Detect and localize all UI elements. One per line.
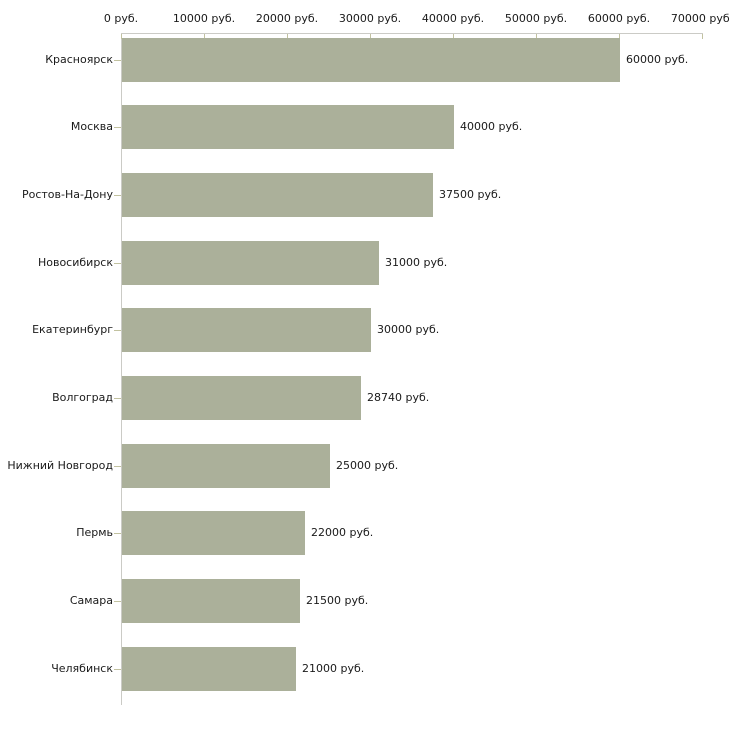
value-label: 30000 руб. (377, 323, 440, 336)
x-axis-tick-label: 70000 руб. (670, 12, 730, 25)
x-axis-tick (619, 34, 620, 39)
bar (122, 647, 296, 691)
bar (122, 444, 330, 488)
x-axis-tick (702, 34, 703, 39)
category-tick (114, 330, 121, 331)
category-tick (114, 466, 121, 467)
y-axis-line (121, 33, 122, 705)
category-label: Пермь (76, 526, 113, 539)
category-label: Москва (70, 120, 113, 133)
value-label: 22000 руб. (311, 526, 374, 539)
x-axis-tick-label: 40000 руб. (421, 12, 485, 25)
value-label: 40000 руб. (460, 120, 523, 133)
category-label: Екатеринбург (32, 323, 113, 336)
x-axis-tick (536, 34, 537, 39)
bar (122, 38, 620, 82)
category-tick (114, 398, 121, 399)
x-axis-tick-label: 0 руб. (103, 12, 139, 25)
value-label: 21000 руб. (302, 662, 365, 675)
category-tick (114, 195, 121, 196)
x-axis-tick (370, 34, 371, 39)
category-tick (114, 127, 121, 128)
category-label: Волгоград (52, 391, 113, 404)
x-axis-tick (287, 34, 288, 39)
value-label: 60000 руб. (626, 53, 689, 66)
x-axis-line (121, 33, 703, 34)
category-label: Самара (69, 594, 113, 607)
category-label: Нижний Новгород (7, 459, 113, 472)
value-label: 31000 руб. (385, 256, 448, 269)
category-tick (114, 533, 121, 534)
category-tick (114, 601, 121, 602)
bar (122, 308, 371, 352)
bar (122, 376, 361, 420)
x-axis-tick (453, 34, 454, 39)
x-axis-tick (121, 34, 122, 39)
category-tick (114, 669, 121, 670)
category-tick (114, 263, 121, 264)
x-axis-tick-label: 10000 руб. (172, 12, 236, 25)
category-tick (114, 60, 121, 61)
x-axis-tick-label: 60000 руб. (587, 12, 651, 25)
category-label: Новосибирск (37, 256, 113, 269)
value-label: 21500 руб. (306, 594, 369, 607)
bar (122, 511, 305, 555)
x-axis-tick-label: 50000 руб. (504, 12, 568, 25)
bar (122, 579, 300, 623)
bar (122, 105, 454, 149)
category-label: Челябинск (51, 662, 113, 675)
bar (122, 173, 433, 217)
value-label: 25000 руб. (336, 459, 399, 472)
x-axis-tick (204, 34, 205, 39)
category-label: Ростов-На-Дону (21, 188, 113, 201)
bar (122, 241, 379, 285)
value-label: 37500 руб. (439, 188, 502, 201)
category-label: Красноярск (45, 53, 113, 66)
x-axis-tick-label: 30000 руб. (338, 12, 402, 25)
x-axis-tick-label: 20000 руб. (255, 12, 319, 25)
value-label: 28740 руб. (367, 391, 430, 404)
